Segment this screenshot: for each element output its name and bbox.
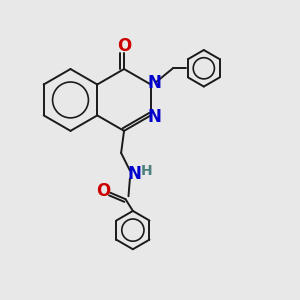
- Text: N: N: [147, 108, 161, 126]
- Text: N: N: [128, 165, 141, 183]
- Text: H: H: [141, 164, 152, 178]
- Text: O: O: [117, 38, 131, 56]
- Text: O: O: [97, 182, 111, 200]
- Text: N: N: [147, 74, 161, 92]
